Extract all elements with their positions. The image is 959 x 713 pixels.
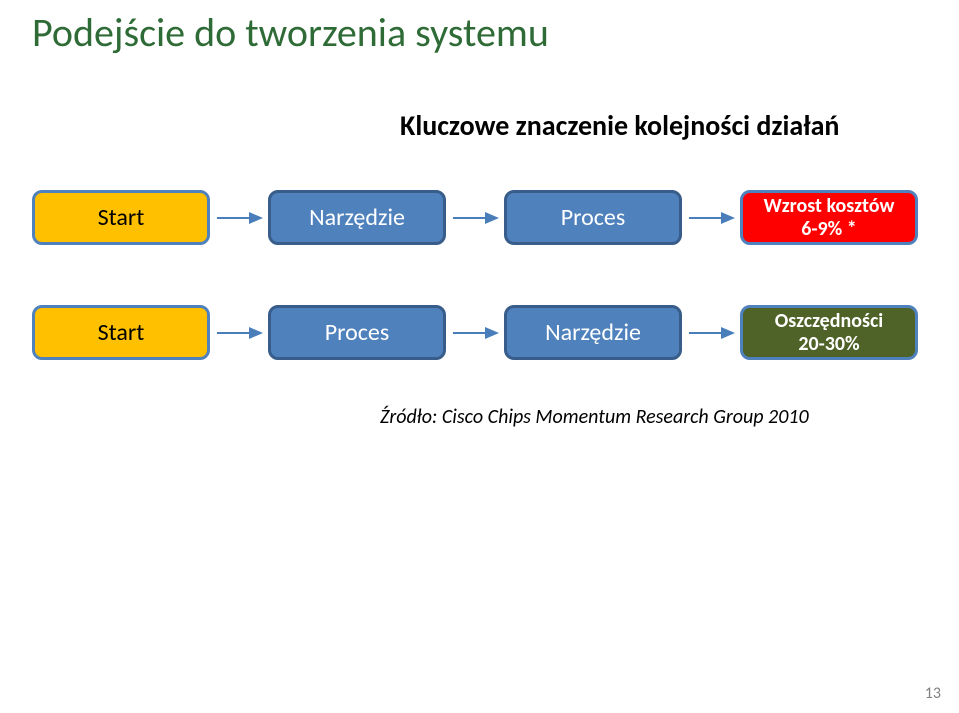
row1-start-node: Start [32, 190, 210, 245]
row1-result-line1: Wzrost kosztów [764, 194, 895, 218]
arrow-icon [210, 321, 268, 345]
slide-subtitle: Kluczowe znaczenie kolejności działań [400, 108, 839, 143]
slide-title: Podejście do tworzenia systemu [32, 8, 549, 57]
arrow-icon [210, 206, 268, 230]
row2-tool-node: Narzędzie [504, 305, 682, 360]
source-citation: Źródło: Cisco Chips Momentum Research Gr… [380, 405, 809, 429]
row2-result-line1: Oszczędności [775, 309, 883, 333]
row1-tool-node: Narzędzie [268, 190, 446, 245]
arrow-icon [682, 206, 740, 230]
row2-result-node: Oszczędności 20-30% [740, 305, 918, 360]
flow-row-1: Start Narzędzie Proces Wzrost kosztów 6-… [32, 190, 918, 245]
arrow-icon [446, 206, 504, 230]
row1-process-node: Proces [504, 190, 682, 245]
arrow-icon [682, 321, 740, 345]
page-number: 13 [925, 684, 941, 703]
row2-start-node: Start [32, 305, 210, 360]
row1-result-line2: 6-9% * [801, 217, 856, 241]
arrow-icon [446, 321, 504, 345]
flow-row-2: Start Proces Narzędzie Oszczędności 20-3… [32, 305, 918, 360]
row2-process-node: Proces [268, 305, 446, 360]
row2-result-line2: 20-30% [798, 332, 859, 356]
row1-result-node: Wzrost kosztów 6-9% * [740, 190, 918, 245]
